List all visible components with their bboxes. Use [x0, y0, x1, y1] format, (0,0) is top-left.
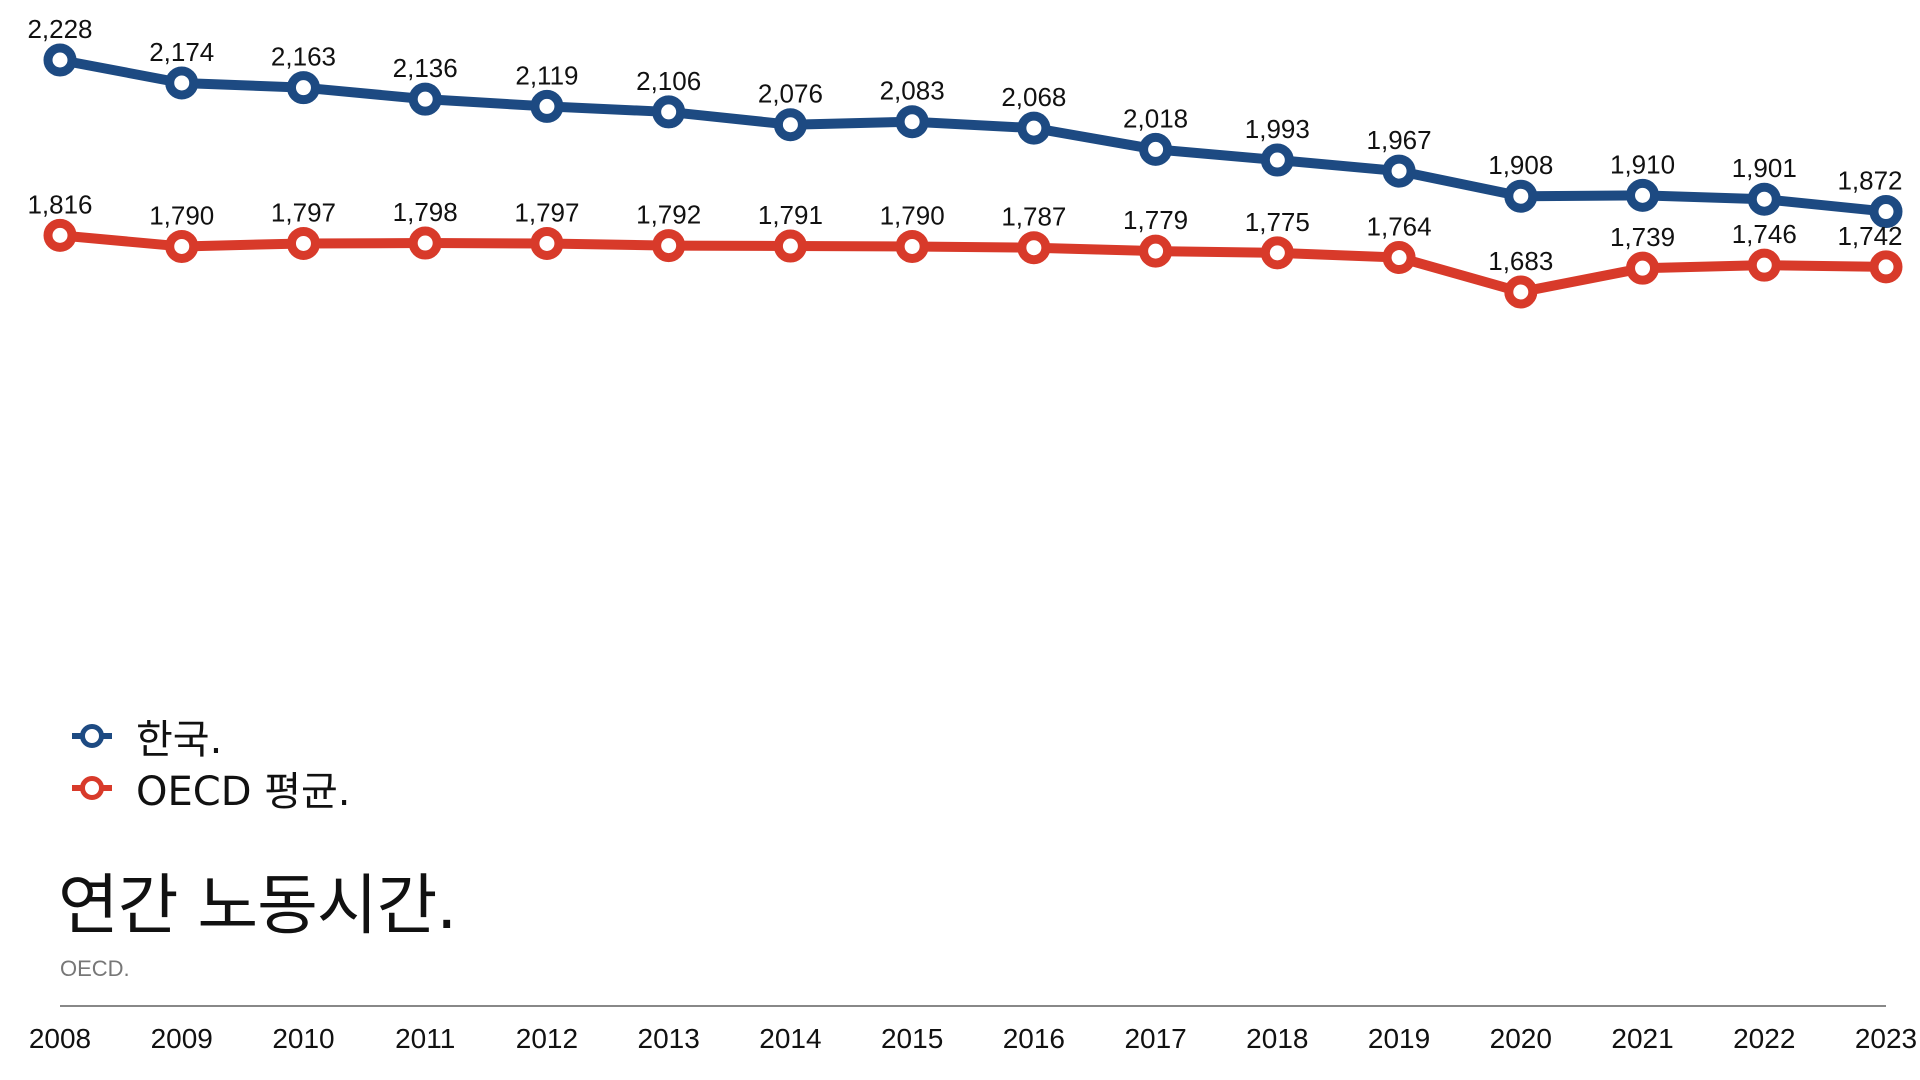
- data-label-korea: 2,106: [636, 66, 701, 96]
- x-tick-label: 2015: [881, 1023, 943, 1054]
- data-point-korea: [408, 82, 442, 116]
- data-label-oecd: 1,764: [1367, 212, 1432, 242]
- data-label-oecd: 1,797: [271, 197, 336, 227]
- data-label-korea: 2,083: [880, 76, 945, 106]
- series-line-oecd: [59, 230, 1887, 297]
- x-tick-label: 2010: [272, 1023, 334, 1054]
- data-label-oecd: 1,742: [1837, 221, 1902, 251]
- x-axis-ticks: 2008 2009 2010 2011 2012 2013 2014 2015 2016 2017…: [29, 1023, 1917, 1054]
- legend-label-oecd: OECD 평균.: [136, 769, 351, 815]
- data-point-oecd: [43, 218, 77, 252]
- data-point-korea: [1747, 182, 1781, 216]
- data-point-korea: [652, 95, 686, 129]
- series-line-korea: [59, 55, 1887, 217]
- data-label-oecd: 1,683: [1488, 246, 1553, 276]
- x-tick-label: 2014: [759, 1023, 821, 1054]
- chart-source: OECD.: [60, 956, 130, 981]
- data-point-korea: [1504, 179, 1538, 213]
- legend-item-oecd: OECD 평균.: [72, 762, 351, 815]
- data-label-korea: 1,967: [1367, 125, 1432, 155]
- data-point-oecd: [165, 229, 199, 263]
- x-tick-label: 2013: [638, 1023, 700, 1054]
- data-label-korea: 1,901: [1732, 153, 1797, 183]
- data-point-korea: [530, 89, 564, 123]
- data-point-oecd: [1139, 234, 1173, 268]
- data-label-korea: 2,228: [27, 14, 92, 44]
- data-point-oecd: [1747, 248, 1781, 282]
- legend-marker-korea: [72, 724, 112, 748]
- data-label-korea: 1,872: [1837, 166, 1902, 196]
- data-point-oecd: [773, 229, 807, 263]
- data-label-oecd: 1,798: [393, 197, 458, 227]
- data-point-korea: [1382, 154, 1416, 188]
- data-point-korea: [1017, 111, 1051, 145]
- data-label-korea: 2,174: [149, 37, 214, 67]
- data-label-oecd: 1,790: [149, 200, 214, 230]
- data-point-korea: [895, 105, 929, 139]
- x-tick-label: 2008: [29, 1023, 91, 1054]
- data-point-korea: [165, 66, 199, 100]
- x-tick-label: 2017: [1124, 1023, 1186, 1054]
- x-tick-label: 2022: [1733, 1023, 1795, 1054]
- legend: 한국. OECD 평균.: [72, 710, 351, 815]
- data-label-oecd: 1,797: [514, 197, 579, 227]
- data-point-korea: [286, 71, 320, 105]
- x-tick-label: 2016: [1003, 1023, 1065, 1054]
- data-point-korea: [1139, 132, 1173, 166]
- data-point-oecd: [530, 226, 564, 260]
- data-point-oecd: [408, 226, 442, 260]
- chart-title: 연간 노동시간.: [58, 867, 457, 944]
- data-point-oecd: [652, 229, 686, 263]
- data-label-korea: 2,136: [393, 53, 458, 83]
- data-point-korea: [1260, 143, 1294, 177]
- data-point-oecd: [1626, 251, 1660, 285]
- data-label-korea: 1,910: [1610, 149, 1675, 179]
- data-point-oecd: [1017, 231, 1051, 265]
- x-tick-label: 2021: [1611, 1023, 1673, 1054]
- data-label-oecd: 1,779: [1123, 205, 1188, 235]
- data-label-oecd: 1,787: [1001, 202, 1066, 232]
- data-label-oecd: 1,746: [1732, 219, 1797, 249]
- data-label-oecd: 1,790: [880, 200, 945, 230]
- data-label-oecd: 1,791: [758, 200, 823, 230]
- data-label-oecd: 1,775: [1245, 207, 1310, 237]
- data-point-oecd: [895, 229, 929, 263]
- data-label-layer: 2,228 2,174 2,163 2,136 2,119 2,106 2,076 2,083…: [27, 14, 1902, 276]
- data-point-oecd: [286, 226, 320, 260]
- data-label-oecd: 1,816: [27, 189, 92, 219]
- x-tick-label: 2023: [1855, 1023, 1917, 1054]
- x-tick-label: 2009: [151, 1023, 213, 1054]
- data-label-korea: 1,908: [1488, 150, 1553, 180]
- legend-marker-oecd: [72, 776, 112, 800]
- x-tick-label: 2018: [1246, 1023, 1308, 1054]
- x-tick-label: 2011: [395, 1023, 455, 1054]
- legend-label-korea: 한국.: [136, 717, 223, 763]
- data-point-korea: [43, 43, 77, 77]
- data-point-korea: [1626, 178, 1660, 212]
- data-label-korea: 1,993: [1245, 114, 1310, 144]
- data-label-oecd: 1,739: [1610, 222, 1675, 252]
- data-point-oecd: [1504, 275, 1538, 309]
- x-tick-label: 2012: [516, 1023, 578, 1054]
- data-point-korea: [1869, 195, 1903, 229]
- data-label-korea: 2,076: [758, 79, 823, 109]
- data-label-korea: 2,119: [515, 60, 578, 90]
- x-tick-label: 2019: [1368, 1023, 1430, 1054]
- legend-item-korea: 한국.: [72, 710, 351, 763]
- data-point-korea: [773, 108, 807, 142]
- data-label-korea: 2,018: [1123, 103, 1188, 133]
- data-label-oecd: 1,792: [636, 200, 701, 230]
- series-layer: [43, 43, 1903, 309]
- x-tick-label: 2020: [1490, 1023, 1552, 1054]
- data-point-oecd: [1382, 241, 1416, 275]
- data-point-oecd: [1260, 236, 1294, 270]
- data-point-oecd: [1869, 250, 1903, 284]
- data-label-korea: 2,163: [271, 42, 336, 72]
- data-label-korea: 2,068: [1001, 82, 1066, 112]
